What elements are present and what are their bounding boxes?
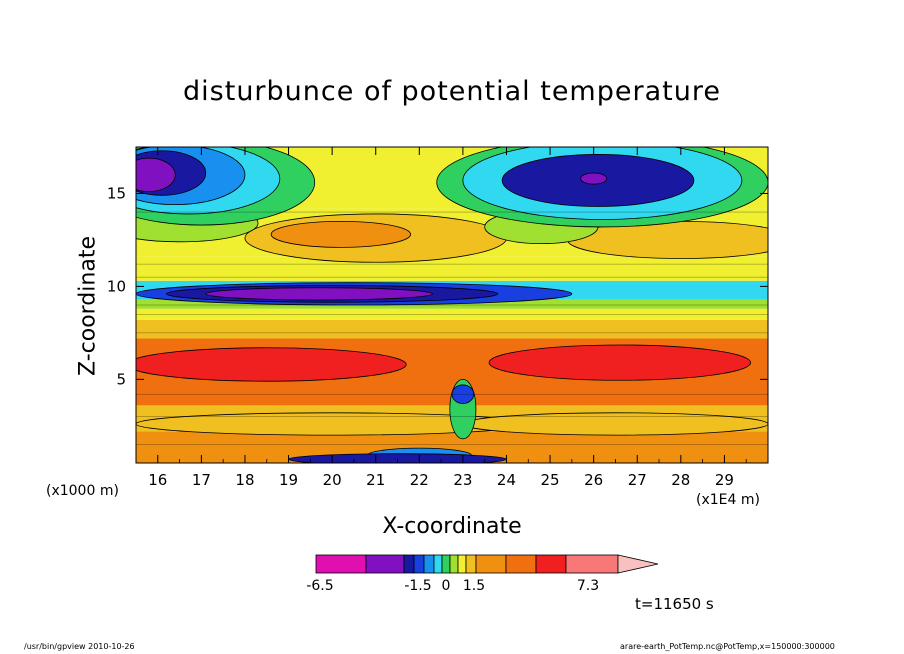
x-axis: 16 17 18 19 20 21 22 23 24 25 26 27 28 29 xyxy=(148,147,747,489)
y-tick-label-5: 5 xyxy=(116,370,126,388)
colorbar-label-min: -6.5 xyxy=(306,578,334,594)
colorbar-segment-8 xyxy=(457,554,467,574)
contour-field xyxy=(136,147,768,463)
top-right-core xyxy=(580,172,608,185)
x-tick-label-27: 27 xyxy=(628,471,647,489)
colorbar-label-zero: 0 xyxy=(441,578,451,594)
colorbar-segment-12 xyxy=(535,554,567,574)
x-tick-label-20: 20 xyxy=(323,471,342,489)
colorbar-label-neg: -1.5 xyxy=(404,578,432,594)
x-tick-label-16: 16 xyxy=(148,471,167,489)
colorbar-segment-10 xyxy=(475,554,507,574)
upper-warm-core xyxy=(270,220,411,248)
colorbar-segment-3 xyxy=(413,554,425,574)
x-tick-label-23: 23 xyxy=(453,471,472,489)
warm-core-right xyxy=(488,344,751,381)
chart-title: disturbunce of potential temperature xyxy=(183,76,721,107)
x-tick-label-17: 17 xyxy=(192,471,211,489)
band-mid-a xyxy=(136,319,768,339)
time-annotation: t=11650 s xyxy=(635,595,714,613)
x-tick-label-29: 29 xyxy=(715,471,734,489)
colorbar-segment-0 xyxy=(315,554,367,574)
y-axis: 5 10 15 xyxy=(107,184,768,388)
x-tick-label-21: 21 xyxy=(366,471,385,489)
y-tick-label-10: 10 xyxy=(107,277,126,295)
plot-frame xyxy=(135,146,769,464)
x-axis-label: X-coordinate xyxy=(382,514,522,539)
x-tick-label-28: 28 xyxy=(671,471,690,489)
cool-layer-core xyxy=(205,287,433,301)
y-tick-label-15: 15 xyxy=(107,184,126,202)
footer-left: /usr/bin/gpview 2010-10-26 xyxy=(24,642,135,651)
colorbar-segment-4 xyxy=(423,554,435,574)
lower-patch-right xyxy=(462,412,768,436)
top-left-core xyxy=(136,157,176,193)
x-tick-label-18: 18 xyxy=(235,471,254,489)
colorbar-segment-13 xyxy=(565,554,619,574)
band-upper-a xyxy=(136,256,768,281)
y-axis-label: Z-coordinate xyxy=(75,236,101,376)
footer-right: arare-earth_PotTemp.nc@PotTemp,x=150000:… xyxy=(620,642,835,651)
x-tick-label-24: 24 xyxy=(497,471,516,489)
x-tick-label-26: 26 xyxy=(584,471,603,489)
colorbar-segment-9 xyxy=(465,554,477,574)
colorbar-segment-1 xyxy=(365,554,405,574)
colorbar-segment-7 xyxy=(449,554,459,574)
x-tick-label-19: 19 xyxy=(279,471,298,489)
colorbar xyxy=(315,554,659,574)
colorbar-segment-11 xyxy=(505,554,537,574)
colorbar-segment-2 xyxy=(403,554,415,574)
colorbar-segment-5 xyxy=(433,554,443,574)
x-unit-note: (x1E4 m) xyxy=(696,492,760,508)
y-unit-note: (x1000 m) xyxy=(46,483,119,499)
colorbar-label-pos: 1.5 xyxy=(462,578,486,594)
colorbar-segment-6 xyxy=(441,554,451,574)
warm-core-left xyxy=(136,347,407,382)
colorbar-label-max: 7.3 xyxy=(576,578,600,594)
x-tick-label-25: 25 xyxy=(541,471,560,489)
colorbar-arrow xyxy=(617,554,659,574)
x-tick-label-22: 22 xyxy=(410,471,429,489)
